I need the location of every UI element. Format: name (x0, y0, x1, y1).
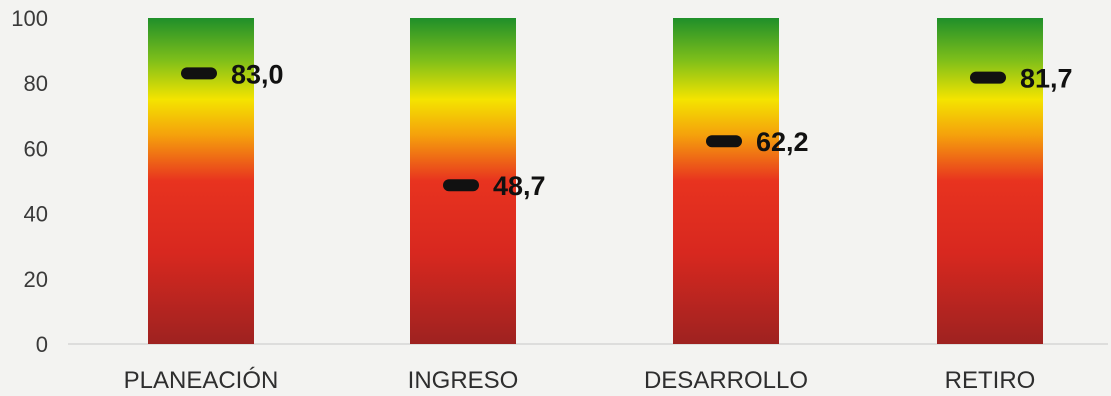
y-tick-label: 100 (11, 6, 48, 31)
y-tick-label: 0 (36, 332, 48, 357)
value-marker (706, 135, 742, 148)
category-label: RETIRO (945, 367, 1036, 394)
value-marker (970, 71, 1006, 84)
value-label: 83,0 (231, 59, 284, 89)
y-tick-label: 80 (24, 71, 48, 96)
value-label: 62,2 (756, 127, 809, 157)
y-tick-label: 40 (24, 202, 48, 227)
bar-desarrollo (673, 18, 779, 344)
category-label: INGRESO (408, 367, 519, 394)
bars-group: 83,0 48,7 62,2 81,7 (148, 18, 1073, 344)
value-label: 81,7 (1020, 64, 1073, 94)
value-marker (443, 179, 479, 192)
x-axis: PLANEACIÓN INGRESO DESARROLLO RETIRO (124, 367, 1036, 394)
y-tick-label: 20 (24, 267, 48, 292)
y-axis: 0 20 40 60 80 100 (11, 6, 48, 357)
category-label: DESARROLLO (644, 367, 808, 394)
y-tick-label: 60 (24, 136, 48, 161)
value-marker (181, 67, 217, 80)
value-label: 48,7 (493, 171, 546, 201)
category-label: PLANEACIÓN (124, 367, 279, 394)
